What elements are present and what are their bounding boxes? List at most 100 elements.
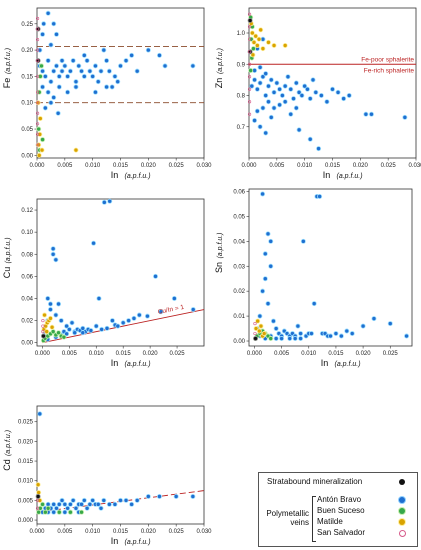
data-point-anton xyxy=(48,100,54,106)
data-point-anton xyxy=(40,31,46,37)
data-point-anton xyxy=(118,497,124,503)
x-tick-label: 0.025 xyxy=(169,163,185,169)
y-tick-label: 0.02 xyxy=(21,319,33,325)
data-point-anton xyxy=(95,501,101,507)
x-axis-unit: (a.p.f.u.) xyxy=(125,361,151,368)
x-tick-label: 0.025 xyxy=(381,163,397,169)
y-tick-label: 0.025 xyxy=(18,420,34,426)
data-point-anton xyxy=(296,89,302,95)
data-point-anton xyxy=(162,63,168,69)
data-point-anton xyxy=(298,336,304,342)
data-point-salvador xyxy=(247,25,252,29)
data-point-anton xyxy=(98,68,104,74)
data-point-anton xyxy=(299,93,305,99)
data-point-matilde xyxy=(37,131,43,137)
data-point-anton xyxy=(268,263,274,269)
data-point-salvador xyxy=(35,122,40,126)
data-point-anton xyxy=(254,86,260,92)
data-point-anton xyxy=(73,505,79,511)
data-point-anton xyxy=(81,497,87,503)
data-point-anton xyxy=(92,63,98,69)
x-tick-label: 0.005 xyxy=(57,163,73,169)
data-point-anton xyxy=(56,501,62,507)
data-point-matilde xyxy=(258,27,264,33)
y-tick-label: 0.02 xyxy=(233,289,245,295)
x-tick-label: 0.010 xyxy=(89,351,105,357)
data-point-matilde xyxy=(250,52,256,58)
data-point-matilde xyxy=(261,331,267,337)
x-axis-unit: (a.p.f.u.) xyxy=(125,173,151,180)
data-point-salvador xyxy=(247,75,252,79)
x-tick-label: 0.005 xyxy=(269,163,285,169)
data-point-matilde xyxy=(37,116,43,122)
data-point-anton xyxy=(346,93,352,99)
data-point-anton xyxy=(62,63,68,69)
data-point-anton xyxy=(45,10,51,16)
data-point-anton xyxy=(81,73,87,79)
data-point-anton xyxy=(274,80,280,86)
data-point-strata xyxy=(247,17,253,23)
y-tick-label: 0.015 xyxy=(18,459,34,465)
data-point-anton xyxy=(338,333,344,339)
data-point-anton xyxy=(123,497,129,503)
data-point-salvador xyxy=(253,321,257,326)
data-point-anton xyxy=(136,312,142,318)
data-point-anton xyxy=(48,79,54,85)
data-point-anton xyxy=(313,89,319,95)
data-point-matilde xyxy=(256,328,262,334)
data-point-anton xyxy=(51,94,57,100)
data-point-anton xyxy=(158,309,164,315)
x-tick-label: 0.000 xyxy=(241,163,257,169)
data-point-anton xyxy=(287,336,293,342)
x-axis-unit: (a.p.f.u.) xyxy=(337,173,363,180)
data-point-anton xyxy=(260,288,266,294)
data-point-anton xyxy=(53,257,59,263)
data-point-salvador xyxy=(35,37,40,42)
x-tick-label: 0.015 xyxy=(328,351,344,357)
data-point-anton xyxy=(81,52,87,58)
legend-dot-stratabound xyxy=(399,479,405,485)
data-point-matilde xyxy=(42,312,48,318)
data-point-anton xyxy=(293,80,299,86)
data-point-anton xyxy=(265,99,271,105)
x-tick-label: 0.030 xyxy=(196,529,212,535)
x-axis-label: In xyxy=(111,358,119,368)
data-point-anton xyxy=(47,301,53,307)
data-point-anton xyxy=(55,110,61,116)
data-point-salvador xyxy=(41,318,45,323)
y-tick-label: 0.00 xyxy=(21,341,33,347)
data-point-salvador xyxy=(35,506,40,510)
data-point-salvador xyxy=(35,48,40,52)
y-tick-label: 1.0 xyxy=(237,31,246,37)
data-point-anton xyxy=(40,68,46,74)
data-point-salvador xyxy=(35,90,40,94)
data-point-salvador xyxy=(35,101,40,105)
data-point-anton xyxy=(341,96,347,102)
data-point-anton xyxy=(335,89,341,95)
data-point-anton xyxy=(67,501,73,507)
data-point-anton xyxy=(65,73,71,79)
data-point-anton xyxy=(308,331,314,337)
data-point-anton xyxy=(273,326,279,332)
data-point-anton xyxy=(145,493,151,499)
data-point-buen xyxy=(248,68,254,74)
panel-cd: 0.000 0.005 0.010 0.015 0.020 0.025 0.030 0.000… xyxy=(2,405,212,546)
data-point-anton xyxy=(48,42,54,48)
data-point-matilde xyxy=(49,324,55,330)
y-tick-label: 0.7 xyxy=(237,125,246,131)
data-point-anton xyxy=(129,52,135,58)
data-point-anton xyxy=(123,58,129,64)
y-tick-label: 0.15 xyxy=(21,74,33,80)
data-point-anton xyxy=(59,68,65,74)
plot-frame-zn xyxy=(248,7,417,159)
data-point-buen xyxy=(61,334,67,340)
data-point-anton xyxy=(363,111,369,117)
data-point-anton xyxy=(317,193,323,199)
data-point-anton xyxy=(80,330,86,336)
data-point-anton xyxy=(310,77,316,83)
data-point-buen xyxy=(56,330,62,336)
data-point-salvador xyxy=(35,143,40,147)
data-point-strata xyxy=(253,336,259,342)
plot-frame-fe xyxy=(36,7,205,159)
data-point-buen xyxy=(36,126,42,132)
